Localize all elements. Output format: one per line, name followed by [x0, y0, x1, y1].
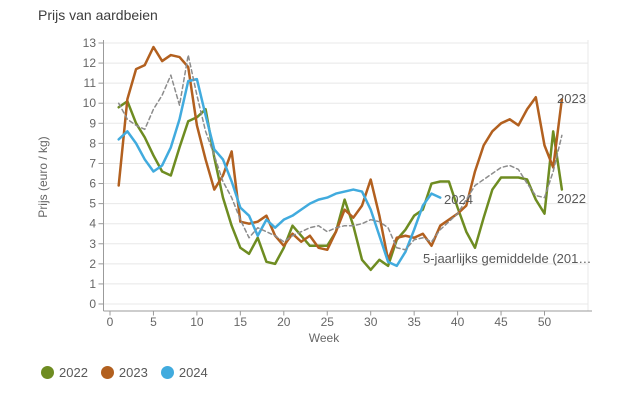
- series-label-2024: 2024: [444, 192, 473, 207]
- series-label-5yr-average: 5-jaarlijks gemiddelde (201…: [423, 251, 591, 266]
- x-tick-label-40: 40: [451, 315, 465, 329]
- series-line-2022: [117, 99, 564, 272]
- series-line-2023: [117, 45, 564, 262]
- page-title: Prijs van aardbeien: [38, 7, 158, 23]
- legend-item-label: 2023: [118, 365, 148, 380]
- legend-item-2023[interactable]: 2023: [100, 365, 148, 380]
- series-label-2023: 2023: [557, 91, 586, 106]
- series-lines: [117, 45, 564, 272]
- y-tick-label-3: 3: [89, 237, 96, 251]
- x-tick-label-35: 35: [407, 315, 421, 329]
- x-tick-label-50: 50: [538, 315, 552, 329]
- y-axis-label: Prijs (euro / kg): [36, 136, 50, 217]
- x-tick-label-0: 0: [107, 315, 114, 329]
- legend-item-label: 2022: [59, 365, 88, 380]
- x-tick-label-15: 15: [234, 315, 248, 329]
- series-line-2024: [117, 77, 442, 268]
- x-tick-label-20: 20: [277, 315, 291, 329]
- x-tick-label-30: 30: [364, 315, 378, 329]
- y-tick-label-10: 10: [83, 96, 97, 110]
- x-tick-label-25: 25: [321, 315, 335, 329]
- x-axis-label: Week: [309, 331, 340, 345]
- series-line-avg5: [117, 54, 563, 251]
- axes: [98, 40, 592, 316]
- gridlines: [103, 40, 589, 311]
- y-tick-label-5: 5: [89, 197, 96, 211]
- legend-marker-2022-icon: [41, 366, 54, 379]
- y-tick-label-6: 6: [89, 177, 96, 191]
- legend: 2022 2023 2024: [41, 365, 208, 380]
- x-tick-label-5: 5: [150, 315, 157, 329]
- y-tick-label-8: 8: [89, 136, 96, 150]
- y-tick-label-0: 0: [89, 297, 96, 311]
- y-tick-label-11: 11: [84, 76, 97, 90]
- y-tick-label-7: 7: [89, 156, 96, 170]
- y-tick-label-1: 1: [89, 277, 96, 291]
- legend-marker-2024-icon: [160, 366, 174, 379]
- y-tick-label-13: 13: [83, 36, 97, 50]
- series-label-2022: 2022: [557, 191, 586, 206]
- y-tick-label-9: 9: [89, 116, 96, 130]
- x-tick-label-10: 10: [190, 315, 204, 329]
- legend-item-2022[interactable]: 2022: [41, 365, 88, 380]
- legend-marker-2023-icon: [100, 366, 114, 379]
- y-tick-label-12: 12: [83, 56, 97, 70]
- legend-item-label: 2024: [178, 365, 208, 380]
- legend-item-2024[interactable]: 2024: [160, 365, 208, 380]
- y-tick-label-4: 4: [89, 217, 96, 231]
- x-tick-label-45: 45: [494, 315, 508, 329]
- y-tick-label-2: 2: [89, 257, 96, 271]
